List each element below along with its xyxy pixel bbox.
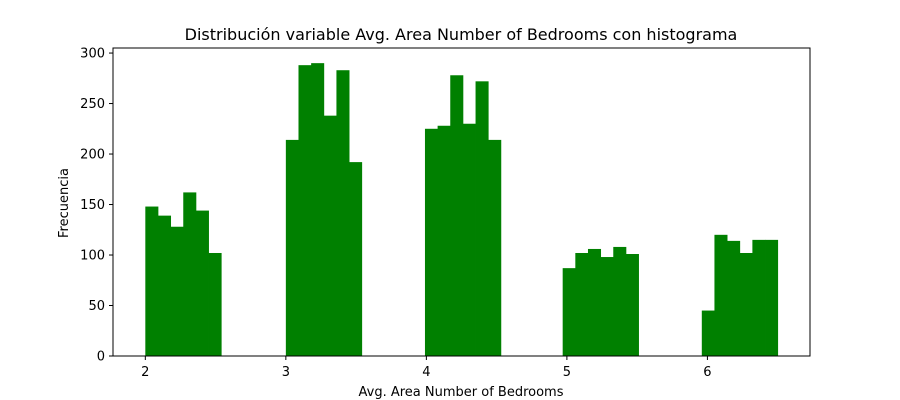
y-tick-label: 200	[80, 148, 105, 163]
bars-group	[145, 63, 779, 357]
y-axis-label: Frecuencia	[57, 168, 72, 238]
x-tick-label: 3	[282, 365, 290, 380]
histogram-bar-2	[157, 215, 172, 356]
histogram-bar-18	[488, 139, 502, 356]
histogram-bar-19	[562, 268, 576, 356]
y-tick-label: 0	[97, 350, 105, 365]
y-tick-label: 150	[80, 198, 105, 213]
histogram-bar-3	[170, 226, 184, 356]
histogram-bar-11	[336, 70, 350, 356]
histogram-bar-28	[739, 252, 753, 356]
histogram-bar-26	[714, 234, 728, 356]
x-axis-ticks: 2 3 4 5 6	[141, 356, 712, 380]
x-tick-label: 5	[563, 365, 571, 380]
x-tick-label: 6	[703, 365, 711, 380]
histogram-bar-9	[311, 63, 325, 356]
histogram-bar-30	[765, 239, 779, 356]
plot-frame	[112, 47, 811, 357]
histogram-bar-25	[701, 310, 715, 356]
histogram-bar-20	[575, 252, 589, 356]
histogram-bar-16	[462, 123, 476, 356]
histogram-bar-12	[349, 162, 363, 356]
y-axis-ticks: 0 50 100 150 200 250 300	[80, 47, 113, 365]
histogram-bar-4	[183, 192, 197, 356]
histogram-bar-14	[437, 125, 451, 356]
histogram-bar-6	[208, 252, 222, 356]
histogram-bar-27	[727, 240, 741, 356]
histogram-bar-24	[625, 254, 639, 356]
histogram-bar-15	[450, 75, 464, 357]
histogram-bar-10	[323, 115, 337, 356]
x-tick-label: 2	[141, 365, 149, 380]
histogram-bar-13	[424, 128, 439, 356]
y-tick-label: 250	[80, 97, 105, 112]
histogram-bar-23	[613, 246, 627, 356]
chart-title: Distribución variable Avg. Area Number o…	[185, 25, 738, 44]
histogram-bar-1	[145, 206, 159, 356]
histogram-bar-8	[298, 65, 312, 357]
y-tick-label: 300	[80, 47, 105, 62]
x-axis-label: Avg. Area Number of Bedrooms	[359, 385, 564, 400]
x-tick-label: 4	[422, 365, 430, 380]
y-tick-label: 100	[80, 249, 105, 264]
histogram-bar-29	[752, 239, 766, 356]
histogram-bar-22	[600, 257, 614, 356]
y-tick-label: 50	[88, 299, 105, 314]
histogram-bar-21	[587, 248, 602, 356]
histogram-bar-7	[285, 139, 299, 356]
histogram-bar-17	[475, 81, 489, 357]
histogram-bar-5	[195, 210, 209, 356]
